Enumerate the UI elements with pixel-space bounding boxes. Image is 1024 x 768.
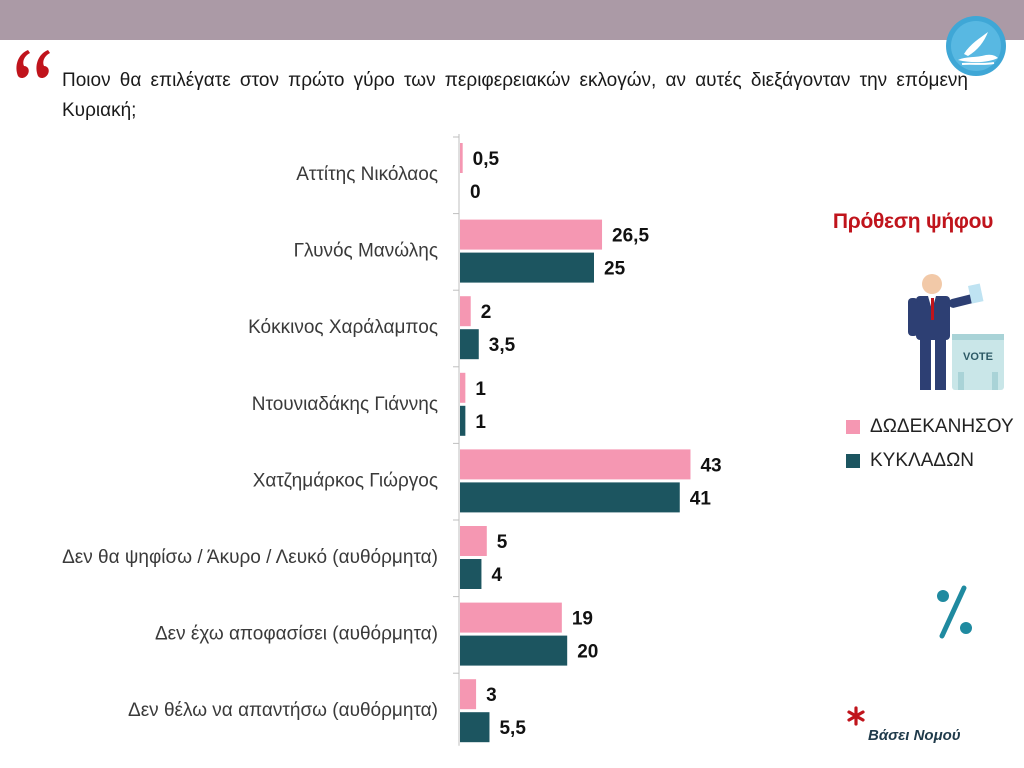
bar-dodecanese [460,679,477,710]
legend-label-dodecanese: ΔΩΔΕΚΑΝΗΣΟΥ [870,416,1014,437]
data-label-cyclades: 4 [491,565,502,586]
data-label-dodecanese: 2 [481,302,492,323]
voter-ballot-icon: VOTE [908,274,1004,390]
legend-item-cyclades: ΚΥΚΛΑΔΩΝ [846,444,1014,478]
data-label-dodecanese: 43 [700,455,721,476]
intent-title: Πρόθεση ψήφου [832,210,994,233]
data-label-dodecanese: 19 [572,609,593,630]
data-label-dodecanese: 0,5 [473,149,500,170]
footnote-basis: Βάσει Νομού [868,727,961,744]
category-label: Ντουνιαδάκης Γιάννης [252,394,438,415]
bar-dodecanese [460,296,471,327]
data-label-cyclades: 25 [604,259,626,280]
bar-dodecanese [460,602,562,633]
data-label-dodecanese: 1 [475,379,486,400]
survey-question: Ποιον θα επιλέγατε στον πρώτο γύρο των π… [62,70,968,121]
legend-item-dodecanese: ΔΩΔΕΚΑΝΗΣΟΥ [846,410,1014,444]
bar-dodecanese [460,372,466,403]
data-label-cyclades: 20 [577,642,598,663]
data-label-dodecanese: 3 [486,685,497,706]
category-label: Χατζημάρκος Γιώργος [253,470,438,491]
category-label: Κόκκινος Χαράλαμπος [248,317,438,338]
bar-cyclades [460,405,466,436]
bar-cyclades [460,712,490,743]
quote-mark-icon [16,50,50,79]
category-label: Γλυνός Μανώλης [294,241,438,262]
bar-cyclades [460,482,680,513]
header-band [0,0,1024,40]
region-logo-icon [946,16,1006,76]
data-label-dodecanese: 26,5 [612,226,649,247]
legend: ΔΩΔΕΚΑΝΗΣΟΥ ΚΥΚΛΑΔΩΝ [846,410,1014,478]
data-label-cyclades: 41 [690,488,712,509]
legend-swatch-dodecanese [846,420,860,434]
percent-icon [937,585,972,639]
bar-dodecanese [460,526,487,556]
bar-dodecanese [460,143,463,173]
data-label-cyclades: 3,5 [489,335,516,356]
bar-cyclades [460,329,479,360]
legend-swatch-cyclades [846,454,860,468]
bar-cyclades [460,635,568,666]
data-label-cyclades: 5,5 [499,718,526,739]
bar-cyclades [460,252,594,283]
category-label: Δεν έχω αποφασίσει (αυθόρμητα) [155,624,438,645]
data-label-cyclades: 0 [470,182,481,203]
bar-dodecanese [460,219,603,250]
asterisk-icon [847,706,865,726]
category-label: Αττίτης Νικόλαος [296,164,438,185]
vote-box-label: VOTE [963,351,993,363]
legend-label-cyclades: ΚΥΚΛΑΔΩΝ [870,450,974,471]
bar-cyclades [460,559,482,589]
data-label-dodecanese: 5 [497,532,508,553]
bar-dodecanese [460,449,691,480]
category-label: Δεν θα ψηφίσω / Άκυρο / Λευκό (αυθόρμητα… [62,547,438,568]
category-label: Δεν θέλω να απαντήσω (αυθόρμητα) [128,700,438,721]
data-label-cyclades: 1 [475,412,486,433]
